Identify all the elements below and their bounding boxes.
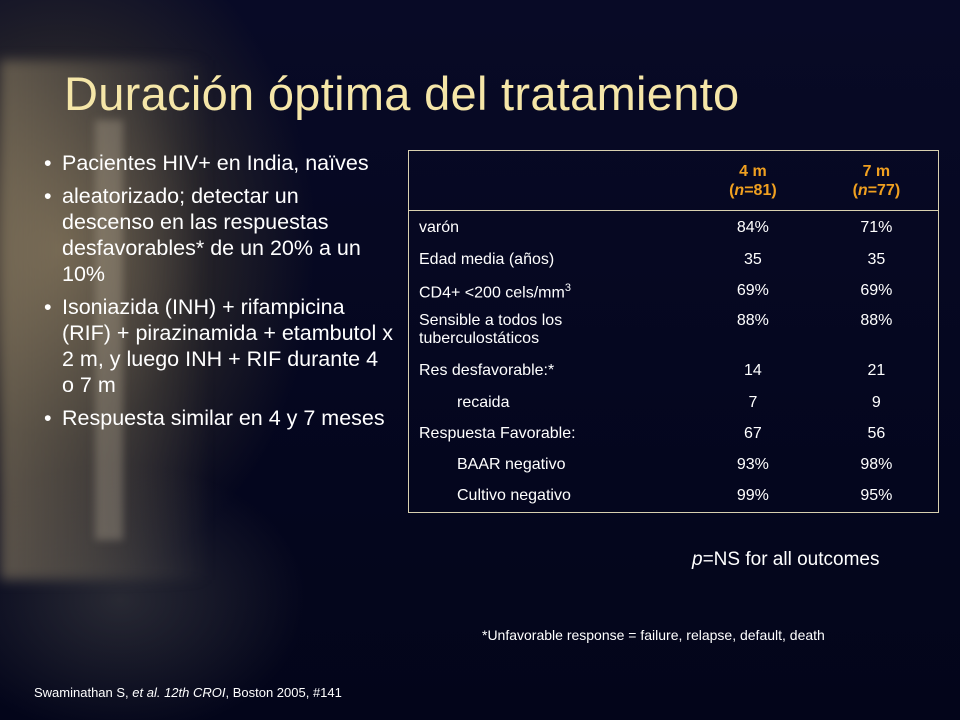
- header-empty-cell: [409, 151, 692, 211]
- cell-4m: 35: [743, 251, 762, 268]
- cell-4m: 88%: [736, 311, 769, 329]
- header-7m-n: (n=77): [852, 181, 901, 199]
- table-row: Sensible a todos los tuberculostáticos 8…: [409, 307, 939, 354]
- cell-4m: 67: [743, 425, 762, 442]
- background-photo: [0, 60, 210, 580]
- table-row: Res desfavorable:* 14 21: [409, 354, 939, 388]
- table-row: varón 84% 71%: [409, 211, 939, 245]
- bullet-item: • aleatorizado; detectar un descenso en l…: [44, 183, 394, 287]
- row-label: Edad media (años): [419, 251, 555, 268]
- bullet-text: Respuesta similar en 4 y 7 meses: [62, 406, 385, 430]
- header-7m: 7 m (n=77): [815, 151, 939, 211]
- header-4m: 4 m (n=81): [691, 151, 815, 211]
- table-row: Respuesta Favorable: 67 56: [409, 419, 939, 450]
- row-label: Cultivo negativo: [457, 487, 571, 505]
- cell-7m: 98%: [860, 456, 893, 473]
- header-4m-label: 4 m: [739, 162, 767, 180]
- bullet-icon: •: [44, 151, 52, 175]
- bullet-icon: •: [44, 406, 52, 430]
- table-row: Edad media (años) 35 35: [409, 245, 939, 276]
- bullet-icon: •: [44, 184, 52, 208]
- cell-4m: 84%: [736, 218, 769, 236]
- table-row: Cultivo negativo 99% 95%: [409, 481, 939, 513]
- significance-note: p=NS for all outcomes: [692, 549, 879, 571]
- cell-4m: 99%: [736, 487, 769, 505]
- table-header-row: 4 m (n=81) 7 m (n=77): [409, 151, 939, 211]
- bullet-item: • Respuesta similar en 4 y 7 meses: [44, 405, 394, 431]
- cell-7m: 88%: [860, 311, 893, 329]
- citation-source: et al. 12th CROI: [132, 685, 226, 700]
- row-label: recaida: [457, 394, 510, 411]
- cell-7m: 56: [867, 425, 886, 442]
- slide-title: Duración óptima del tratamiento: [64, 67, 740, 120]
- cell-7m: 71%: [860, 218, 893, 236]
- bullet-item: • Isoniazida (INH) + rifampicina (RIF) + …: [44, 294, 394, 398]
- table-row: recaida 7 9: [409, 388, 939, 419]
- row-label: varón: [419, 218, 460, 236]
- cell-7m: 69%: [860, 282, 893, 299]
- row-label: Respuesta Favorable:: [419, 425, 576, 442]
- cell-4m: 93%: [736, 456, 769, 473]
- cell-4m: 69%: [736, 282, 769, 299]
- citation-details: , Boston 2005, #141: [225, 685, 342, 700]
- table-row: BAAR negativo 93% 98%: [409, 450, 939, 481]
- bullet-text: aleatorizado; detectar un descenso en la…: [62, 184, 361, 286]
- citation-authors: Swaminathan S,: [34, 685, 133, 700]
- citation: Swaminathan S, et al. 12th CROI, Boston …: [34, 685, 342, 700]
- cell-7m: 9: [871, 394, 881, 411]
- table-row: CD4+ <200 cels/mm3 69% 69%: [409, 276, 939, 307]
- cell-4m: 7: [748, 394, 758, 411]
- significance-text: =NS for all outcomes: [702, 549, 880, 570]
- cell-7m: 35: [867, 251, 886, 268]
- superscript: 3: [564, 282, 571, 295]
- header-7m-label: 7 m: [862, 162, 891, 180]
- bullet-text: Isoniazida (INH) + rifampicina (RIF) + p…: [62, 295, 393, 397]
- cell-7m: 95%: [860, 487, 893, 505]
- bullet-list: • Pacientes HIV+ en India, naïves • aleato…: [44, 150, 394, 438]
- header-4m-n: (n=81): [729, 181, 777, 199]
- row-label: CD4+ <200 cels/mm3: [409, 276, 692, 307]
- bullet-item: • Pacientes HIV+ en India, naïves: [44, 150, 394, 176]
- row-label: Res desfavorable:*: [419, 361, 555, 379]
- p-symbol: p: [692, 549, 703, 570]
- row-label: Sensible a todos los tuberculostáticos: [419, 312, 563, 347]
- bullet-text: Pacientes HIV+ en India, naïves: [62, 151, 369, 175]
- row-label: BAAR negativo: [457, 456, 566, 473]
- row-label-text: CD4+ <200 cels/mm: [419, 284, 565, 302]
- background-photo-detail: [95, 120, 123, 540]
- bullet-icon: •: [44, 295, 52, 319]
- footnote: *Unfavorable response = failure, relapse…: [482, 627, 825, 643]
- cell-4m: 14: [743, 361, 762, 379]
- cell-7m: 21: [867, 361, 886, 379]
- results-table: 4 m (n=81) 7 m (n=77) varón 84% 71% Edad m…: [408, 150, 939, 513]
